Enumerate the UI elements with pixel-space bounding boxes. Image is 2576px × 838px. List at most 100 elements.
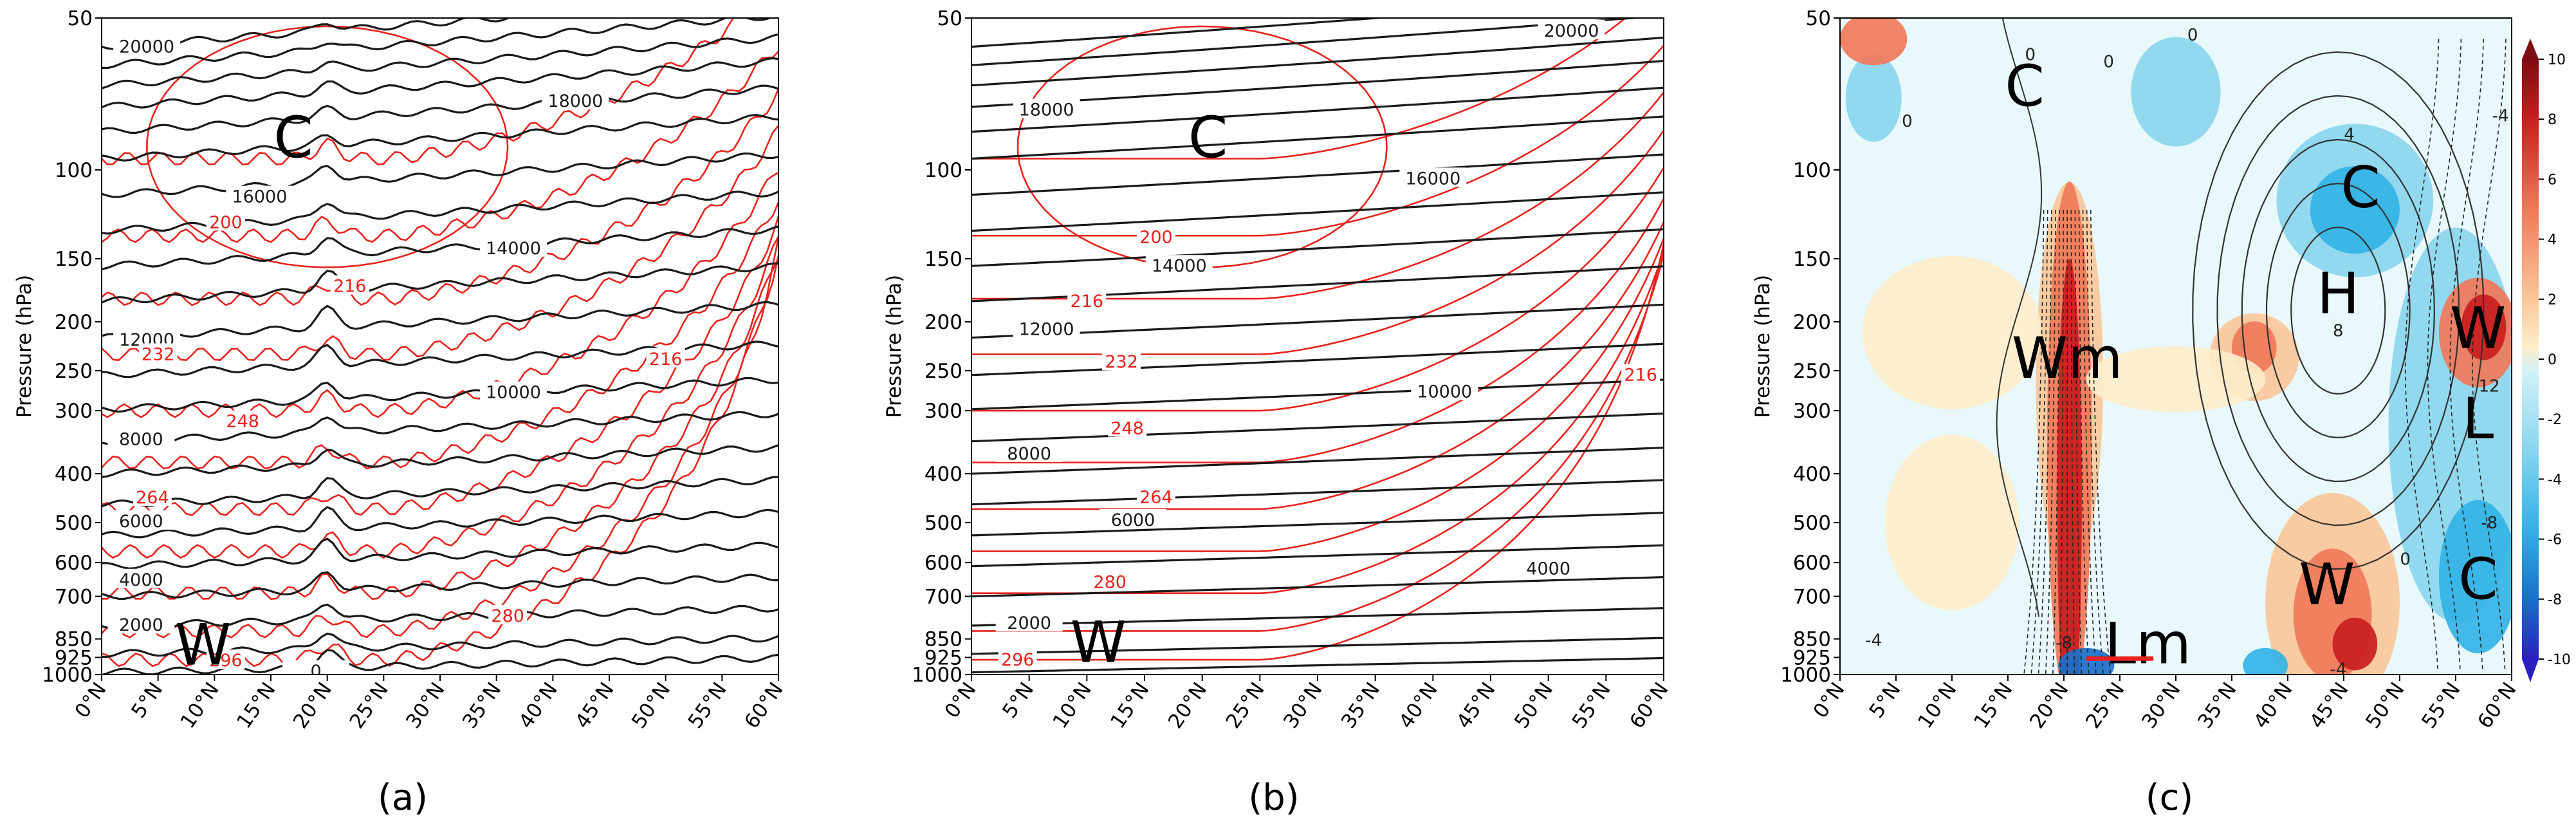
- y-tick-label: 150: [1793, 248, 1831, 271]
- y-tick-label: 50: [68, 7, 93, 30]
- geopotential-isoline: [971, 512, 1664, 537]
- geopotential-label: 10000: [1417, 382, 1472, 402]
- geopotential-isoline: [102, 603, 778, 630]
- geopotential-isoline: [971, 342, 1664, 377]
- y-tick-label: 1000: [912, 664, 962, 687]
- contour-label-bg: [1108, 417, 1147, 437]
- y-tick-label: 300: [1793, 400, 1831, 423]
- x-tick-label: 60°N: [1625, 678, 1673, 733]
- y-tick-label: 400: [1793, 463, 1831, 486]
- y-tick-label: 850: [55, 628, 93, 651]
- contour-label-bg: [1013, 318, 1080, 338]
- contour-label-bg: [542, 89, 609, 109]
- contour-label-bg: [479, 237, 547, 257]
- x-tick-label: 10°N: [176, 678, 224, 733]
- annotation-label: C: [2005, 53, 2044, 120]
- geopotential-label: 10000: [486, 383, 541, 403]
- geopotential-label: 2000: [119, 615, 163, 635]
- contour-value-label: -8: [2056, 634, 2072, 653]
- contour-label-bg: [1136, 486, 1175, 506]
- contour-value-label: 0: [2187, 26, 2198, 45]
- x-tick-label: 40°N: [1395, 678, 1442, 733]
- contour-label-bg: [206, 649, 245, 669]
- panel-c-colorbar: 10 8 6 4 2 0 -2 -4 -6 -8 -10: [2522, 39, 2571, 682]
- temperature-isoline: [971, 221, 1664, 510]
- x-tick-label: 50°N: [1510, 678, 1558, 733]
- geopotential-isoline: [102, 84, 778, 135]
- x-tick-label: 60°N: [740, 678, 787, 733]
- x-tick-label: 50°N: [627, 678, 675, 733]
- y-tick-label: 600: [1793, 552, 1831, 575]
- geopotential-label: 8000: [119, 430, 163, 450]
- temperature-label: 280: [1093, 572, 1127, 592]
- panel-b-plot-area: 20000 18000 16000 14000 12000 10000 8000 6000 40…: [971, 18, 1664, 675]
- contour-label-bg: [226, 185, 293, 205]
- temperature-label: 216: [1624, 366, 1657, 386]
- contour-label-bg: [1514, 557, 1582, 577]
- x-tick-label: 50°N: [2361, 678, 2409, 733]
- y-tick-label: 50: [1806, 7, 1831, 30]
- y-tick-label: 1000: [42, 664, 93, 687]
- y-tick-label: 250: [55, 360, 93, 383]
- geopotential-label: 4000: [1526, 559, 1570, 579]
- contour-value-label: -4: [2330, 660, 2346, 679]
- contour-label-bg: [223, 410, 262, 430]
- temperature-label: 248: [226, 412, 259, 432]
- y-tick-label: 700: [1793, 586, 1831, 609]
- anomaly-shading: [2332, 617, 2378, 671]
- geopotential-isoline: [971, 18, 1390, 48]
- y-tick-label: 500: [55, 512, 93, 535]
- geopotential-label: 0: [311, 662, 322, 682]
- y-tick-label: 50: [937, 7, 962, 30]
- contour-label-bg: [138, 343, 178, 363]
- annotation-label: W: [2299, 552, 2355, 618]
- y-tick-label: 250: [925, 360, 962, 383]
- annotation-label: L: [2462, 386, 2494, 452]
- zero-contour: [1996, 18, 2043, 617]
- colorbar-tick-label: 0: [2548, 352, 2557, 368]
- colorbar-tick-label: -2: [2548, 412, 2562, 428]
- colorbar-top-arrow: [2522, 39, 2539, 59]
- colorbar-tick-label: 10: [2548, 52, 2566, 68]
- contour-value-label: 0: [2025, 45, 2036, 64]
- temperature-isoline: [102, 201, 778, 470]
- colorbar-tick-label: 6: [2548, 172, 2557, 188]
- y-tick-label: 1000: [1780, 664, 1831, 687]
- contour-label-bg: [1090, 571, 1130, 591]
- temperature-label: 216: [649, 349, 683, 369]
- contour-label-bg: [206, 211, 245, 231]
- geopotential-isoline: [971, 412, 1664, 443]
- colorbar-bar: [2522, 59, 2539, 659]
- panel-b-caption: (b): [1248, 777, 1299, 819]
- geopotential-isoline: [102, 411, 778, 445]
- x-tick-label: 35°N: [2193, 678, 2241, 733]
- y-tick-label: 600: [55, 552, 93, 575]
- y-tick-label: 250: [1793, 360, 1831, 383]
- contour-label-bg: [113, 35, 181, 55]
- colorbar-tick-label: -8: [2548, 592, 2562, 608]
- geopotential-label: 6000: [119, 512, 163, 532]
- h-contour: [2265, 182, 2411, 439]
- panel-a-background: [102, 18, 778, 675]
- panel-a-geopotential-contours: [102, 18, 778, 675]
- contour-label-bg: [107, 510, 175, 530]
- x-tick-label: 25°N: [2081, 678, 2129, 733]
- panel-b-geopotential-contours: [971, 18, 1664, 674]
- geopotential-isoline: [971, 378, 1664, 411]
- contour-label-bg: [1099, 508, 1167, 528]
- contour-label-bg: [1067, 290, 1107, 310]
- annotation-label: C: [2458, 546, 2498, 613]
- geopotential-isoline: [971, 576, 1664, 598]
- contour-label-bg: [330, 275, 369, 295]
- geopotential-label: 16000: [232, 187, 288, 207]
- x-tick-label: 35°N: [1337, 678, 1385, 733]
- x-tick-label: 25°N: [1222, 678, 1269, 733]
- x-tick-label: 45°N: [571, 678, 618, 733]
- x-tick-label: 30°N: [1279, 678, 1327, 733]
- y-tick-label: 200: [55, 311, 93, 334]
- contour-label-bg: [1538, 19, 1605, 39]
- temperature-label: 296: [209, 651, 243, 671]
- x-tick-label: 35°N: [458, 678, 506, 733]
- contour-value-label: 4: [2344, 126, 2355, 145]
- temperature-label: 216: [333, 277, 367, 297]
